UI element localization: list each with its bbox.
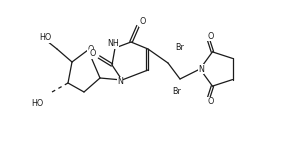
Text: N: N — [117, 78, 123, 86]
Text: O: O — [88, 46, 94, 55]
Text: O: O — [207, 32, 214, 41]
Text: HO: HO — [31, 99, 43, 107]
Text: O: O — [140, 17, 146, 27]
Text: O: O — [207, 97, 214, 106]
Text: NH: NH — [107, 39, 119, 49]
Text: N: N — [198, 64, 204, 73]
Text: Br: Br — [172, 86, 181, 95]
Text: O: O — [90, 49, 96, 59]
Text: HO: HO — [39, 34, 51, 42]
Text: Br: Br — [175, 44, 184, 52]
